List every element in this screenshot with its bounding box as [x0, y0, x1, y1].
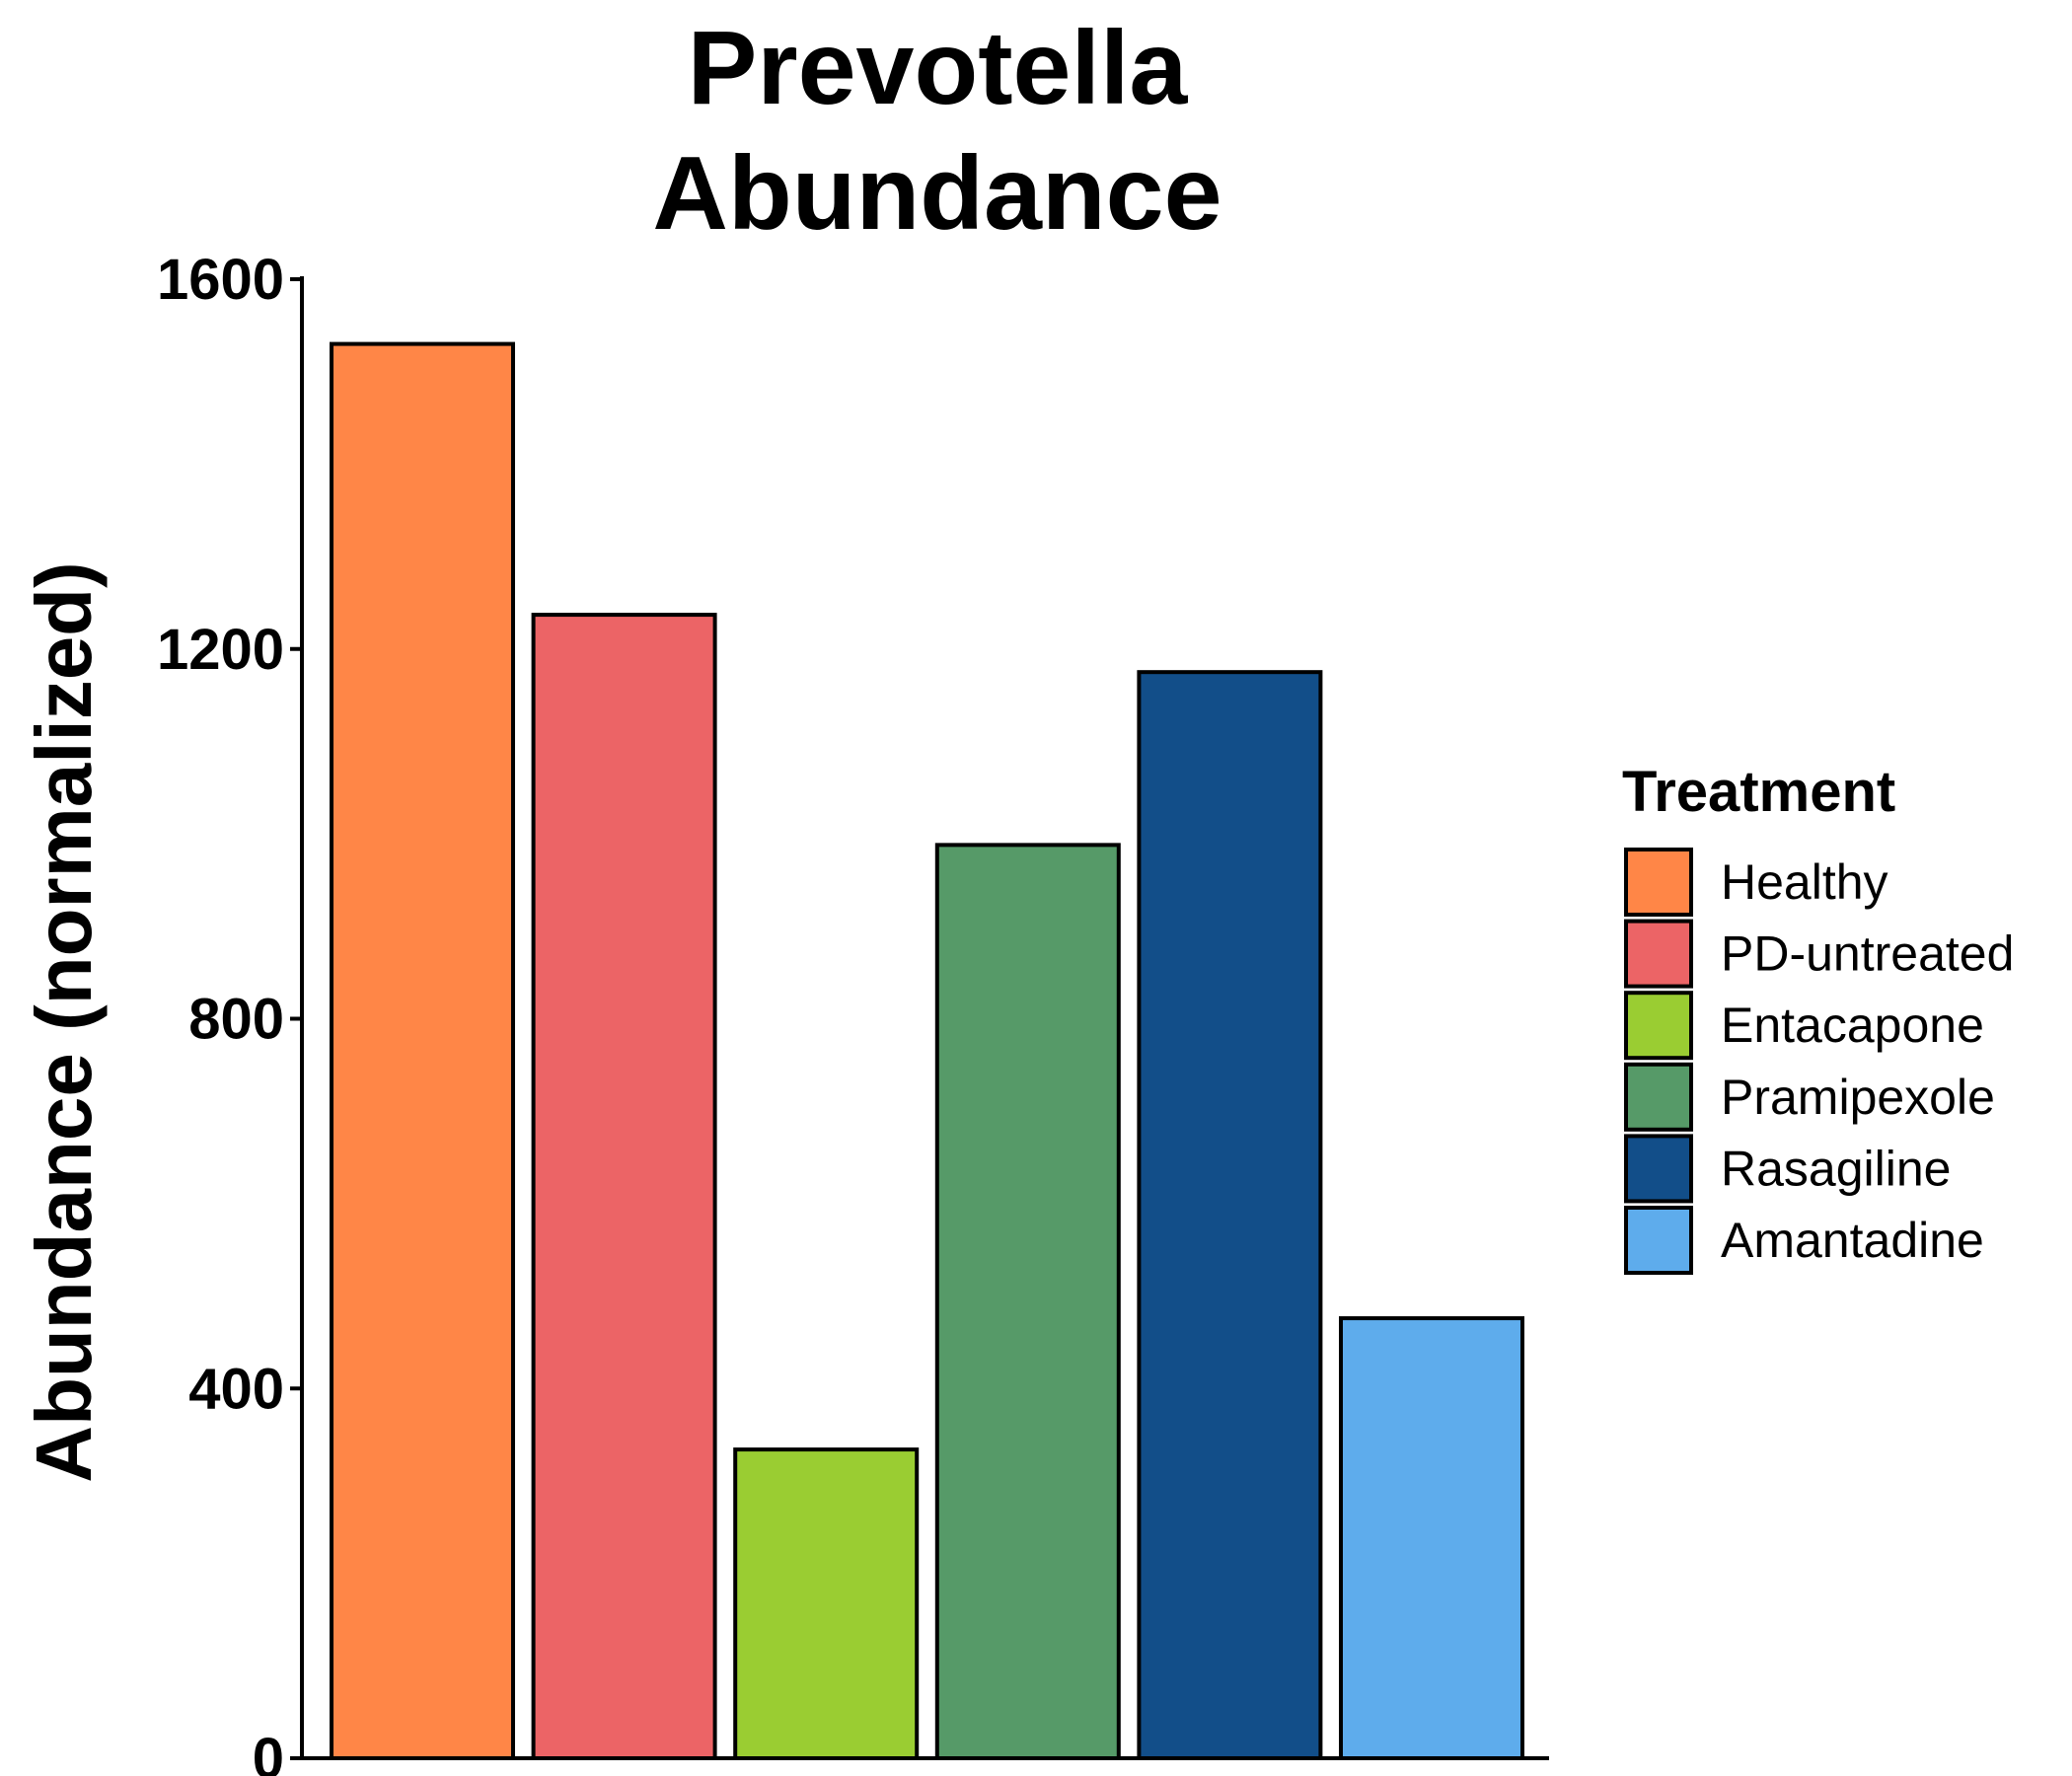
legend-label: PD-untreated	[1721, 926, 2014, 982]
y-tick-label: 1200	[157, 618, 284, 682]
chart-title-line-2: Abundance	[652, 135, 1221, 252]
legend-swatch	[1624, 1134, 1693, 1204]
y-ticks-group: 0 400 800 1200 1600	[157, 248, 302, 1776]
legend-label: Rasagiline	[1721, 1141, 1951, 1196]
legend-swatch	[1624, 1062, 1693, 1132]
bar-pd-untreated	[531, 613, 717, 1761]
bar-entacapone	[733, 1447, 920, 1760]
chart-title-line-1: Prevotella	[688, 10, 1189, 126]
bar-healthy	[330, 341, 515, 1760]
y-axis-label: Abundance (normalized)	[20, 561, 108, 1482]
legend-swatch	[1624, 848, 1693, 917]
y-tick-label: 0	[253, 1727, 284, 1776]
bar-amantadine	[1339, 1316, 1524, 1760]
legend-label: Entacapone	[1721, 998, 1984, 1053]
bar-rasagiline	[1137, 670, 1323, 1760]
legend-swatch	[1624, 1206, 1693, 1275]
bars-group	[330, 341, 1524, 1761]
legend-label: Amantadine	[1721, 1213, 1984, 1268]
legend-label: Healthy	[1721, 854, 1888, 910]
bar-pramipexole	[934, 843, 1121, 1760]
legend-swatch	[1624, 991, 1693, 1061]
y-tick-label: 1600	[157, 248, 284, 312]
y-tick-label: 800	[188, 988, 284, 1052]
y-tick-label: 400	[188, 1357, 284, 1421]
legend-label: Pramipexole	[1721, 1070, 1995, 1125]
legend: Treatment Healthy PD-untreated Entacapone P…	[1622, 760, 2014, 1275]
legend-title: Treatment	[1622, 760, 1895, 824]
legend-swatch	[1624, 919, 1693, 989]
